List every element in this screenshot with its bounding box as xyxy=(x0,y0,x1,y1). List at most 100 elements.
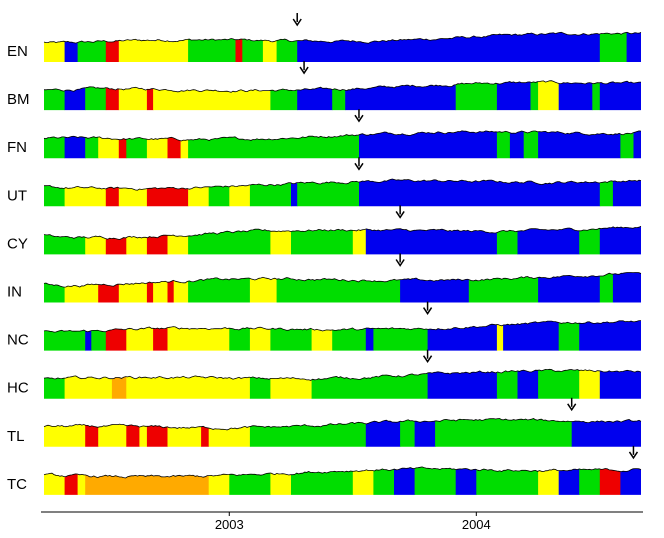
segment-tc-green xyxy=(229,466,271,495)
segment-bm-blue xyxy=(599,80,641,111)
arrow-tc xyxy=(628,445,639,460)
segment-bm-green xyxy=(455,80,498,111)
segment-tl-red xyxy=(85,418,99,447)
segment-bm-blue xyxy=(297,80,333,111)
segment-tc-blue xyxy=(558,466,580,495)
segments-in xyxy=(44,272,641,303)
segment-bm-green xyxy=(530,80,539,111)
segment-hc-green xyxy=(496,369,518,399)
segment-in-blue xyxy=(612,272,641,303)
segment-cy-green xyxy=(188,226,271,255)
segment-in-red xyxy=(146,272,154,303)
segments-en xyxy=(44,32,641,62)
series-line-ut xyxy=(44,178,642,191)
segment-tc-yellow xyxy=(208,466,230,495)
row-label-in: IN xyxy=(7,284,22,301)
segment-nc-green xyxy=(44,320,86,351)
segments-nc xyxy=(44,320,641,351)
x-tick-label-2003: 2003 xyxy=(215,517,244,532)
row-label-cy: CY xyxy=(7,235,28,252)
segment-tc-yellow xyxy=(538,466,560,495)
segment-hc-blue xyxy=(599,369,641,399)
row-nc: NC xyxy=(7,301,641,351)
x-axis: 2003 2004 xyxy=(41,511,643,532)
segment-ut-green xyxy=(249,179,292,207)
segment-nc-blue xyxy=(579,320,641,351)
segment-fn-red xyxy=(118,130,127,159)
segment-tl-yellow xyxy=(98,418,127,447)
segment-tl-red xyxy=(126,418,140,447)
segment-fn-green xyxy=(496,130,511,159)
segment-ut-yellow xyxy=(64,179,107,207)
segment-tc-red xyxy=(599,466,621,495)
row-cy: CY xyxy=(7,205,642,255)
segment-cy-green xyxy=(44,226,86,255)
segment-ut-yellow xyxy=(229,179,251,207)
x-tick-label-2004: 2004 xyxy=(462,517,491,532)
segment-ut-blue xyxy=(291,179,298,207)
segments-bm xyxy=(44,80,641,111)
segment-tl-green xyxy=(249,418,367,447)
segment-tc-yellow xyxy=(44,466,65,495)
row-in: IN xyxy=(7,253,642,303)
segment-ut-blue xyxy=(359,179,601,207)
segment-en-blue xyxy=(297,32,601,62)
segments-hc xyxy=(44,369,641,399)
row-label-fn: FN xyxy=(7,139,27,156)
segment-cy-blue xyxy=(365,226,401,255)
segment-bm-green xyxy=(85,80,107,111)
segment-fn-green xyxy=(523,130,539,159)
segment-ut-red xyxy=(146,179,189,207)
segment-hc-yellow xyxy=(64,369,113,399)
segment-bm-yellow xyxy=(538,80,560,111)
segment-in-green xyxy=(276,272,401,303)
segment-en-green xyxy=(599,32,627,62)
segment-in-green xyxy=(188,272,251,303)
segment-nc-yellow xyxy=(496,320,504,351)
segment-en-red xyxy=(235,32,243,62)
segment-tc-yellow xyxy=(77,466,86,495)
series-line-cy xyxy=(43,225,642,240)
row-label-hc: HC xyxy=(7,380,29,397)
segment-fn-blue xyxy=(633,130,641,159)
segments-tc xyxy=(44,466,641,495)
segment-hc-yellow xyxy=(579,369,601,399)
row-label-tc: TC xyxy=(7,476,27,493)
segment-bm-red xyxy=(146,80,154,111)
row-label-ut: UT xyxy=(7,187,27,204)
segment-en-green xyxy=(242,32,264,62)
segment-fn-yellow xyxy=(146,130,168,159)
row-label-nc: NC xyxy=(7,332,29,349)
segment-ut-red xyxy=(105,179,120,207)
series-line-bm xyxy=(43,80,641,93)
segment-tl-yellow xyxy=(44,418,86,447)
segment-tc-blue xyxy=(394,466,415,495)
series-line-in xyxy=(43,272,642,288)
segment-nc-yellow xyxy=(249,320,271,351)
segment-in-yellow xyxy=(173,272,189,303)
segment-hc-yellow xyxy=(270,369,312,399)
segment-hc-blue xyxy=(517,369,539,399)
segment-fn-green xyxy=(126,130,148,159)
segment-nc-green xyxy=(373,320,428,351)
arrow-en xyxy=(292,13,302,27)
segment-fn-blue xyxy=(538,130,621,159)
segment-fn-blue xyxy=(509,130,524,159)
segment-ut-green xyxy=(599,179,614,207)
segment-fn-green xyxy=(188,130,360,159)
segment-bm-blue xyxy=(345,80,457,111)
segment-tl-blue xyxy=(414,418,436,447)
segment-nc-red xyxy=(105,320,127,351)
segment-bm-green xyxy=(332,80,346,111)
segment-tl-red xyxy=(146,418,168,447)
segment-bm-green xyxy=(592,80,601,111)
segment-tc-orange xyxy=(85,466,210,495)
segment-nc-green xyxy=(270,320,312,351)
segment-hc-blue xyxy=(427,369,498,399)
row-label-bm: BM xyxy=(7,91,30,108)
segment-bm-blue xyxy=(558,80,593,111)
segment-fn-red xyxy=(167,130,181,159)
segment-cy-blue xyxy=(517,226,580,255)
segment-hc-green xyxy=(44,369,65,399)
